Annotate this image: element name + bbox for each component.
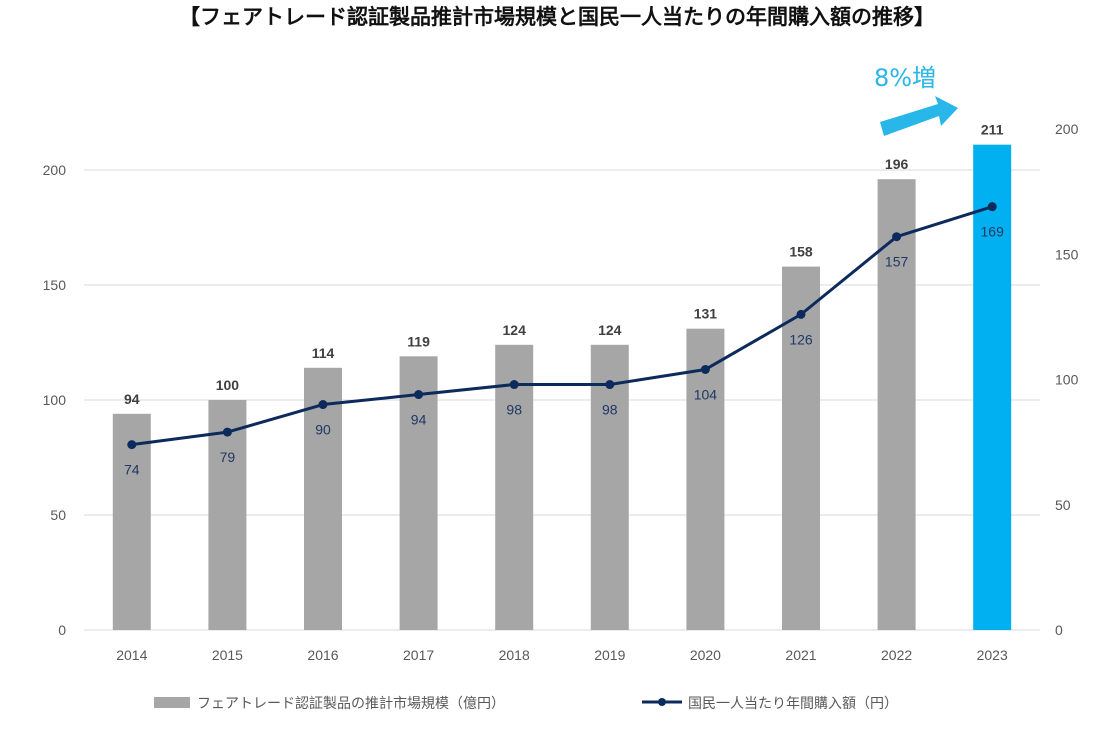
bar-value-label: 94 <box>124 391 140 407</box>
bar <box>304 367 342 630</box>
line-point <box>414 390 424 400</box>
x-tick-label: 2023 <box>977 647 1008 663</box>
left-tick-label: 150 <box>43 277 67 293</box>
line-value-label: 157 <box>885 254 909 270</box>
right-tick-label: 100 <box>1055 372 1079 388</box>
bar <box>973 144 1012 630</box>
x-tick-label: 2019 <box>594 647 625 663</box>
right-tick-label: 50 <box>1055 497 1071 513</box>
bar-value-label: 131 <box>694 306 718 322</box>
line-value-label: 79 <box>220 449 236 465</box>
line-value-label: 98 <box>602 402 618 418</box>
line-point <box>127 440 137 450</box>
line-value-label: 104 <box>694 386 718 402</box>
line-point <box>605 380 615 390</box>
bar-data-labels: 94 100 114 119 124 124 131 158 196 211 <box>124 122 1004 407</box>
x-tick-label: 2014 <box>116 647 147 663</box>
right-tick-label: 200 <box>1055 121 1079 137</box>
x-tick-label: 2020 <box>690 647 721 663</box>
line-point <box>987 202 997 212</box>
annotation-text: 8%増 <box>874 64 936 92</box>
left-tick-label: 200 <box>43 162 67 178</box>
bar <box>590 344 629 630</box>
line-value-label: 90 <box>315 422 331 438</box>
legend-line-marker <box>658 698 666 706</box>
bar-value-label: 119 <box>407 333 430 349</box>
x-tick-label: 2016 <box>307 647 338 663</box>
line-point <box>222 427 232 437</box>
x-tick-label: 2022 <box>881 647 912 663</box>
growth-annotation: 8%増 <box>874 64 958 136</box>
bar-value-label: 158 <box>789 244 813 260</box>
right-axis: 0 50 100 150 200 <box>1055 121 1079 638</box>
bar <box>877 179 916 630</box>
line-data-labels: 74 79 90 94 98 98 104 126 157 169 <box>124 224 1004 478</box>
bar <box>208 400 247 630</box>
line-value-label: 94 <box>411 412 427 428</box>
left-axis: 0 50 100 150 200 <box>43 162 67 638</box>
legend-bar-label: フェアトレード認証製品の推計市場規模（億円） <box>197 695 505 712</box>
line-point <box>892 232 902 242</box>
series-line <box>131 205 993 447</box>
bar-value-label: 124 <box>503 322 527 338</box>
line-point <box>509 380 519 390</box>
bar-series <box>112 144 1012 630</box>
line-series <box>127 202 997 450</box>
bar <box>112 413 151 630</box>
line-value-label: 98 <box>506 402 522 418</box>
right-tick-label: 150 <box>1055 246 1079 262</box>
x-axis: 2014 2015 2016 2017 2018 2019 2020 2021 2022 2023 <box>116 647 1008 663</box>
bar-value-label: 124 <box>598 322 622 338</box>
bar-value-label: 211 <box>981 122 1004 138</box>
legend-bar-swatch <box>154 697 190 708</box>
bar <box>686 328 725 630</box>
x-tick-label: 2021 <box>785 647 816 663</box>
x-tick-label: 2017 <box>403 647 434 663</box>
bar <box>399 356 438 630</box>
line-point <box>796 309 806 319</box>
bar-value-label: 114 <box>312 345 335 361</box>
line-value-label: 126 <box>789 331 813 347</box>
bar-value-label: 196 <box>885 156 909 172</box>
legend-line-label: 国民一人当たり年間購入額（円） <box>688 696 898 712</box>
legend: フェアトレード認証製品の推計市場規模（億円） 国民一人当たり年間購入額（円） <box>154 695 898 712</box>
bar <box>495 344 534 630</box>
bar-value-label: 100 <box>216 377 240 393</box>
line-point <box>700 364 710 374</box>
left-tick-label: 0 <box>58 622 66 638</box>
x-tick-label: 2018 <box>499 647 530 663</box>
growth-arrow-icon <box>880 96 958 136</box>
left-tick-label: 100 <box>43 392 67 408</box>
bar <box>782 266 820 630</box>
line-value-label: 74 <box>124 462 140 478</box>
x-tick-label: 2015 <box>212 647 243 663</box>
line-value-label: 169 <box>981 224 1005 240</box>
chart-title: 【フェアトレード認証製品推計市場規模と国民一人当たりの年間購入額の推移】 <box>179 5 935 29</box>
line-point <box>318 400 328 410</box>
right-tick-label: 0 <box>1055 622 1063 638</box>
left-tick-label: 50 <box>50 507 66 523</box>
